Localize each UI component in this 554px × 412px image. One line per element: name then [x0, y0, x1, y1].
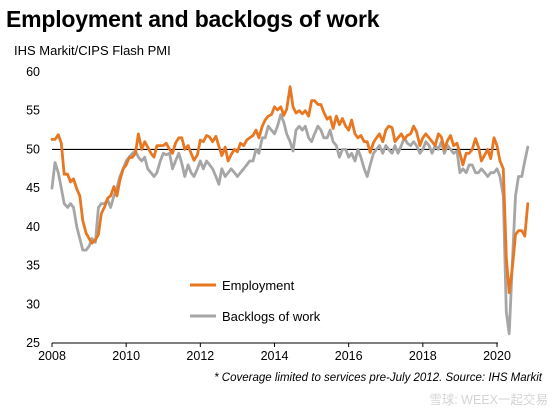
y-tick-label: 35: [26, 259, 40, 273]
x-tick-label: 2010: [112, 349, 140, 363]
x-tick-label: 2008: [38, 349, 66, 363]
y-tick-label: 45: [26, 181, 40, 195]
y-tick-label: 55: [26, 104, 40, 118]
y-tick-label: 30: [26, 297, 40, 311]
chart-title: Employment and backlogs of work: [6, 6, 380, 32]
x-tick-label: 2016: [335, 349, 363, 363]
footnote: * Coverage limited to services pre-July …: [214, 372, 542, 384]
legend: Employment Backlogs of work: [190, 278, 321, 324]
y-axis: 25 30 35 40 45 50 55 60: [26, 65, 40, 350]
series-line-backlogs-of-work: [50, 113, 530, 336]
series-line-employment: [50, 85, 530, 295]
watermark: 雪球: WEEX一起交易: [429, 393, 548, 407]
x-axis: 2008 2010 2012 2014 2016 2018 2020: [38, 343, 511, 363]
legend-label-employment: Employment: [222, 278, 295, 293]
x-tick-label: 2018: [409, 349, 437, 363]
x-tick-label: 2012: [186, 349, 214, 363]
x-tick-label: 2020: [483, 349, 511, 363]
y-tick-label: 50: [26, 142, 40, 156]
legend-label-backlogs-of-work: Backlogs of work: [222, 309, 321, 324]
chart-subtitle: IHS Markit/CIPS Flash PMI: [14, 43, 171, 58]
y-tick-label: 25: [26, 336, 40, 350]
y-tick-label: 60: [26, 65, 40, 79]
series-layer: [50, 85, 530, 336]
y-tick-label: 40: [26, 220, 40, 234]
x-tick-label: 2014: [261, 349, 289, 363]
